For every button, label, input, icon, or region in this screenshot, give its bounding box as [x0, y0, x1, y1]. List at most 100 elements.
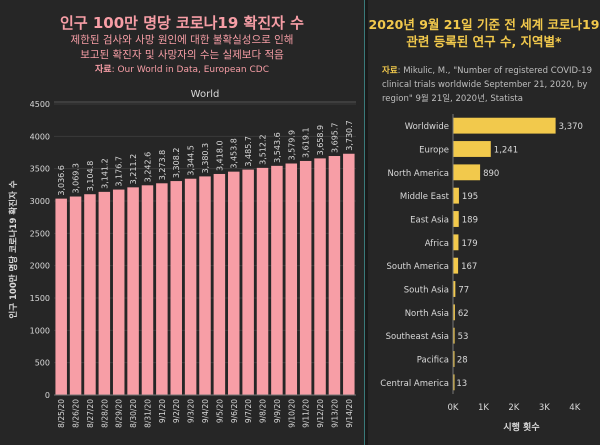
bar	[453, 141, 491, 157]
bar-value-label: 3,069.3	[72, 163, 81, 194]
bar-value-label: 3,543.6	[273, 132, 282, 163]
x-tick-label: 1K	[478, 403, 489, 413]
x-tick-label: 9/10/20	[287, 399, 296, 428]
left-panel: 인구 100만 명당 코로나19 확진자 수 제한된 검사와 사망 원인에 대한…	[0, 14, 364, 428]
bar	[453, 304, 455, 321]
category-label: South Asia	[404, 286, 449, 296]
x-tick-label: 8/29/20	[115, 399, 124, 428]
bar	[256, 167, 269, 395]
left-chart-title: 인구 100만 명당 코로나19 확진자 수	[60, 14, 304, 32]
y-tick-label: 1500	[30, 294, 50, 303]
left-bar-chart: World 0 500 1000 1500 2000 2500 3000 3500 4000 450…	[8, 84, 356, 428]
bar	[453, 164, 481, 181]
bar-value-label: 3,512.2	[259, 134, 268, 165]
bar-value-label: 3,141.2	[100, 158, 109, 189]
bar	[184, 178, 197, 395]
bar-value-label: 77	[458, 286, 469, 296]
y-tick-label: 500	[35, 359, 50, 368]
bar	[453, 257, 459, 274]
bar	[343, 153, 355, 395]
bar	[141, 185, 154, 395]
bar	[328, 156, 341, 395]
right-chart-title-line-2: 관련 등록된 연구 수, 지역별*	[406, 34, 562, 49]
panel-divider	[364, 0, 369, 445]
x-axis-title: 시행 횟수	[503, 421, 539, 433]
bar-value-label: 3,695.7	[330, 122, 339, 153]
x-tick-label: 9/2/20	[172, 399, 181, 423]
x-tick-label: 9/3/20	[187, 399, 196, 423]
left-source-label: 자료	[95, 65, 112, 75]
bar-value-label: 3,176.7	[115, 156, 124, 187]
bar-value-label: 3,730.7	[345, 120, 354, 151]
x-tick-label: 9/11/20	[302, 399, 311, 428]
left-source-text: : Our World in Data, European CDC	[111, 65, 269, 75]
bar-value-label: 3,579.9	[287, 130, 296, 161]
x-tick-label: 9/7/20	[244, 399, 253, 423]
left-source: 자료: Our World in Data, European CDC	[0, 62, 364, 75]
y-tick-label: 1000	[30, 326, 50, 335]
bar	[285, 163, 298, 395]
y-tick-label: 4000	[30, 132, 50, 141]
bar	[453, 211, 459, 227]
bar	[199, 176, 211, 395]
facet-header-label: World	[191, 89, 220, 100]
bar	[98, 191, 111, 395]
bar	[228, 171, 240, 395]
bar	[127, 187, 139, 395]
bar-value-label: 189	[462, 216, 478, 226]
bar-value-label: 3,273.8	[158, 150, 167, 181]
bar	[69, 196, 82, 395]
x-tick-label: 9/13/20	[330, 399, 339, 428]
bar	[170, 181, 182, 395]
bar-value-label: 53	[458, 332, 469, 342]
x-tick-label: 8/26/20	[72, 399, 81, 428]
bar-value-label: 179	[461, 239, 477, 249]
bar	[55, 198, 67, 395]
category-label: Worldwide	[405, 122, 449, 132]
bar-value-label: 3,370	[559, 122, 583, 132]
bar	[314, 158, 326, 395]
x-tick-label: 0K	[448, 403, 459, 413]
y-tick-label: 2000	[30, 262, 50, 271]
x-tick-label: 8/31/20	[143, 399, 152, 428]
x-tick-label: 9/5/20	[215, 399, 224, 423]
y-tick-label: 0	[45, 391, 50, 400]
bar-value-label: 195	[462, 192, 478, 202]
bar	[453, 187, 459, 204]
bar	[213, 173, 226, 395]
y-tick-label: 3000	[30, 197, 50, 206]
x-tick-label: 8/25/20	[57, 399, 66, 428]
x-tick-label: 9/8/20	[259, 399, 268, 423]
bar-value-label: 3,104.8	[86, 161, 95, 192]
facet-header-bg	[54, 84, 356, 102]
right-bar-chart: Worldwide 3,370 Europe 1,241 North America 89…	[380, 114, 583, 433]
bar-value-label: 3,036.6	[57, 165, 66, 196]
bar	[112, 189, 125, 395]
bar-value-label: 3,242.6	[143, 152, 152, 183]
bar	[156, 183, 168, 395]
category-label: Pacifica	[417, 356, 449, 366]
bar-value-label: 890	[483, 169, 499, 179]
bar-value-label: 167	[461, 262, 477, 272]
bar-value-label: 3,453.8	[230, 138, 239, 169]
left-note-line-1: 제한된 검사와 사망 원인에 대한 불확실성으로 인해	[70, 34, 294, 46]
bar-value-label: 13	[456, 379, 467, 389]
x-tick-label: 8/30/20	[129, 399, 138, 428]
y-tick-label: 2500	[30, 229, 50, 238]
x-tick-label: 9/12/20	[316, 399, 325, 428]
bar-value-label: 3,658.9	[316, 125, 325, 156]
category-label: Southeast Asia	[386, 332, 449, 342]
bar-value-label: 28	[457, 356, 468, 366]
x-tick-label: 9/6/20	[230, 399, 239, 423]
bar	[453, 281, 456, 297]
bar	[453, 117, 556, 134]
y-tick-label: 3500	[30, 165, 50, 174]
category-label: South America	[387, 262, 449, 272]
category-label: Europe	[419, 146, 449, 156]
x-tick-label: 9/1/20	[158, 399, 167, 423]
category-label: East Asia	[410, 216, 449, 226]
bar-value-label: 3,485.7	[244, 136, 253, 167]
bar-value-label: 3,619.1	[302, 127, 311, 158]
bar	[453, 327, 455, 344]
right-panel: 2020년 9월 21일 기준 전 세계 코로나19 관련 등록된 연구 수, …	[368, 0, 600, 445]
